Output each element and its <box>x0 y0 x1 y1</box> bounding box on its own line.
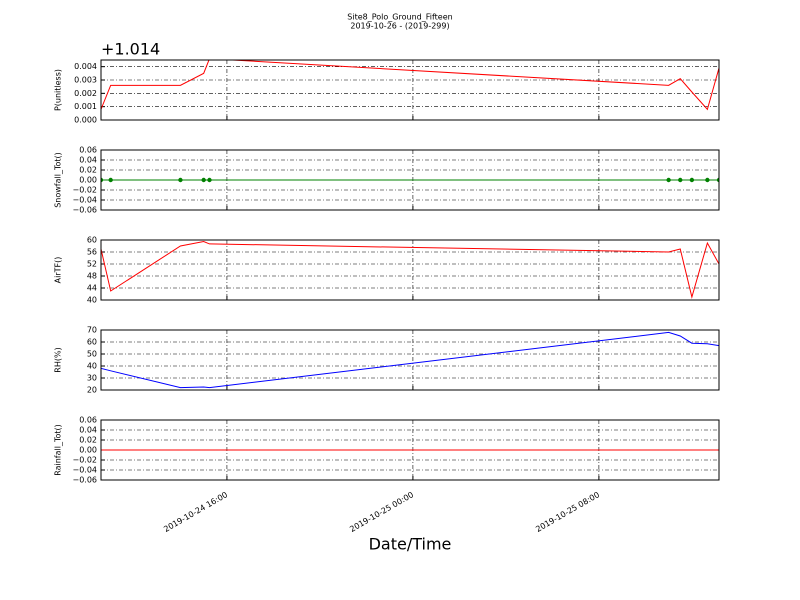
data-line <box>101 240 719 299</box>
data-point <box>666 177 671 183</box>
chart-subtitle: 2019-10-26 - (2019-299) <box>350 22 449 31</box>
y-tick-label: 0.000 <box>74 116 97 125</box>
x-tick-label: 2019-10-25 00:00 <box>348 490 415 534</box>
data-point <box>716 177 719 183</box>
plot-frame <box>100 419 720 481</box>
y-tick-label: 0.06 <box>79 416 97 425</box>
y-tick-label: 0.001 <box>74 102 97 111</box>
data-line <box>101 60 719 111</box>
plot-frame <box>100 59 720 121</box>
y-tick-label: 20 <box>87 386 97 395</box>
y-tick-label: 0.04 <box>79 426 97 435</box>
y-tick-label: −0.06 <box>72 476 97 485</box>
y-tick-label: 60 <box>87 338 97 347</box>
y-tick-label: −0.04 <box>72 466 97 475</box>
y-tick-label: −0.02 <box>72 456 97 465</box>
y-tick-label: 48 <box>87 272 97 281</box>
data-point <box>678 177 683 183</box>
axis-offset: +1.014 <box>101 40 160 59</box>
y-tick-label: 0.002 <box>74 89 97 98</box>
y-tick-label: −0.06 <box>72 206 97 215</box>
chart-title: Site8_Polo_Ground_Fifteen <box>347 13 452 22</box>
data-point <box>689 177 695 183</box>
y-tick-label: 0.06 <box>79 146 97 155</box>
plot-frame <box>100 149 720 211</box>
x-tick-label: 2019-10-25 08:00 <box>534 490 601 534</box>
y-tick-label: 50 <box>87 350 97 359</box>
y-axis-label: RH(%) <box>54 347 63 372</box>
y-tick-label: 30 <box>87 374 97 383</box>
data-point <box>201 177 206 183</box>
y-tick-label: 0.00 <box>79 176 97 185</box>
y-tick-label: 0.02 <box>79 436 97 445</box>
plot-frame <box>100 239 720 301</box>
y-tick-label: 40 <box>87 362 97 371</box>
y-axis-label: P(unitless) <box>54 69 63 111</box>
y-tick-label: −0.04 <box>72 196 97 205</box>
y-tick-label: 56 <box>87 248 97 257</box>
data-point <box>101 177 104 183</box>
y-tick-label: −0.02 <box>72 186 97 195</box>
y-tick-label: 40 <box>87 296 97 305</box>
x-tick-label: 2019-10-24 16:00 <box>162 490 229 534</box>
y-tick-label: 60 <box>87 236 97 245</box>
data-line <box>101 331 719 389</box>
y-tick-label: 44 <box>87 284 97 293</box>
data-point <box>178 177 183 183</box>
y-axis-label: Snowfall_Tot() <box>54 152 63 208</box>
y-tick-label: 70 <box>87 326 97 335</box>
y-tick-label: 0.04 <box>79 156 97 165</box>
y-tick-label: 0.00 <box>79 446 97 455</box>
y-tick-label: 0.003 <box>74 76 97 85</box>
data-point <box>705 177 710 183</box>
y-axis-label: Rainfall_Tot() <box>54 424 63 476</box>
data-point <box>207 177 212 183</box>
y-axis-label: AirTF() <box>54 257 63 284</box>
plot-frame <box>100 329 720 391</box>
y-tick-label: 52 <box>87 260 97 269</box>
y-tick-label: 0.004 <box>74 62 97 71</box>
y-tick-label: 0.02 <box>79 166 97 175</box>
data-point <box>108 177 113 183</box>
x-axis-label: Date/Time <box>369 535 452 554</box>
